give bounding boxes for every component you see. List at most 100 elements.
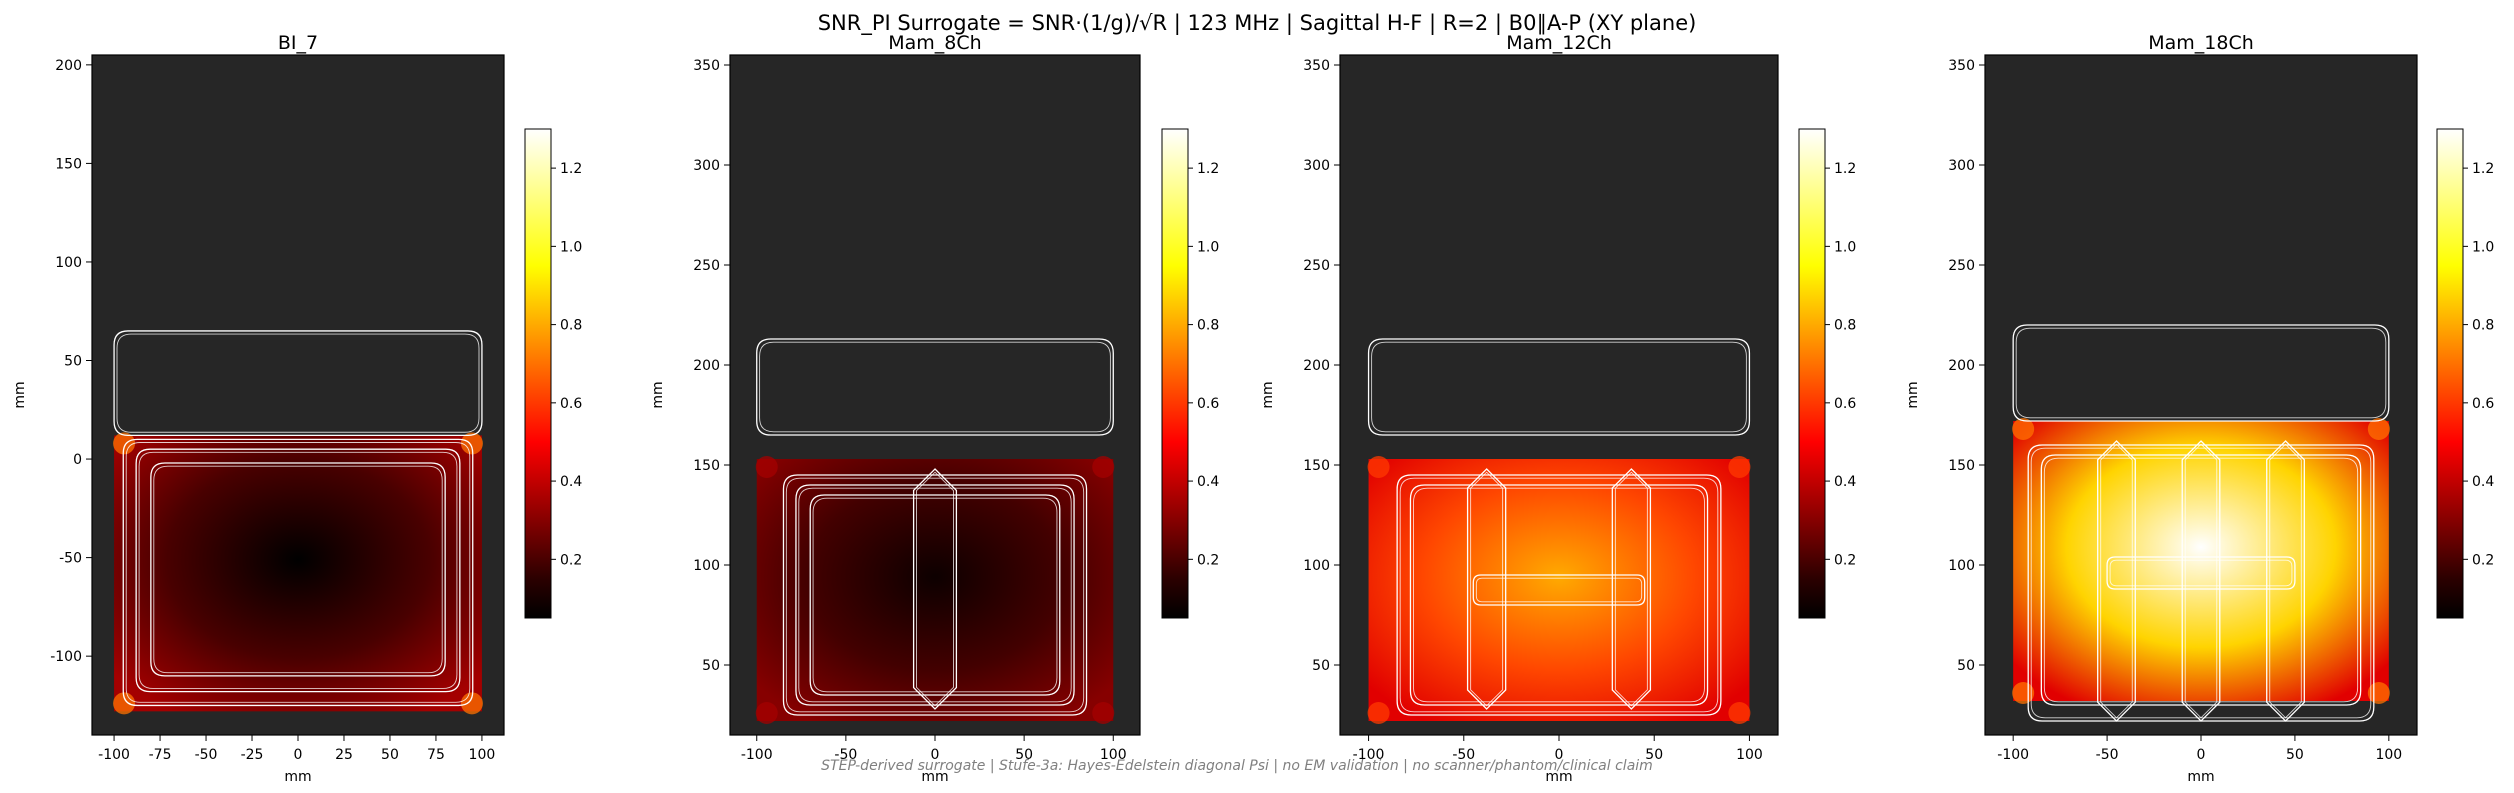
hotspot-0 <box>113 432 136 455</box>
panel-0: -100 -75 -50 -25 0 25 50 75 100 -100 -50 0 50 100 150 2… <box>12 32 582 785</box>
x-tick-label-1: -50 <box>834 747 857 763</box>
y-tick-label-4: 250 <box>1948 258 1975 274</box>
y-tick-label-1: -50 <box>59 551 82 567</box>
coil-outline-4 <box>2181 440 2221 722</box>
y-tick-label-4: 250 <box>693 258 720 274</box>
hotspot-2 <box>755 702 778 724</box>
colorbar-tick-label-0: 0.2 <box>1197 552 1219 568</box>
colorbar-tick-label-2: 0.6 <box>2472 396 2494 412</box>
y-axis-label: mm <box>650 381 666 408</box>
x-tick-label-4: 100 <box>2375 747 2402 763</box>
y-tick-label-2: 0 <box>73 452 82 468</box>
colorbar-tick-label-3: 0.8 <box>1834 318 1856 334</box>
coil-outline-4 <box>912 468 958 710</box>
colorbar-tick-label-5: 1.2 <box>2472 161 2494 177</box>
panel-3: -100 -50 0 50 100 50 100 150 200 250 300 350 Mam_18C… <box>1905 32 2494 785</box>
coil-outline-2 <box>135 448 461 693</box>
hotspot-3 <box>1728 702 1751 724</box>
coil-outline-5 <box>2266 440 2305 722</box>
x-tick-label-3: 50 <box>2286 747 2304 763</box>
y-tick-label-3: 50 <box>64 354 82 370</box>
hotspot-0 <box>2012 418 2035 440</box>
x-tick-label-1: -50 <box>2096 747 2119 763</box>
hotspot-1 <box>460 432 483 455</box>
y-tick-label-3: 200 <box>693 358 720 374</box>
x-tick-label-6: 50 <box>381 747 399 763</box>
panel-title: Mam_8Ch <box>888 32 981 54</box>
y-tick-label-6: 350 <box>1303 58 1330 74</box>
y-tick-label-6: 350 <box>1948 58 1975 74</box>
x-tick-label-2: 0 <box>2197 747 2206 763</box>
colorbar-tick-label-2: 0.6 <box>1197 396 1219 412</box>
coil-outline-0 <box>113 330 483 437</box>
snr-heatmap <box>114 435 482 712</box>
hotspot-3 <box>460 692 483 715</box>
coil-outline-inner-3 <box>153 465 443 674</box>
y-tick-label-5: 150 <box>55 156 82 172</box>
x-tick-label-3: 50 <box>1015 747 1033 763</box>
x-tick-label-4: 0 <box>294 747 303 763</box>
snr-heatmap <box>1368 459 1750 721</box>
coil-outline-inner-1 <box>1399 477 1719 713</box>
coil-outline-inner-3 <box>2100 443 2133 719</box>
y-tick-label-6: 350 <box>693 58 720 74</box>
coil-outline-inner-4 <box>2184 443 2218 719</box>
x-tick-label-3: 50 <box>1645 747 1663 763</box>
hotspot-0 <box>755 456 778 478</box>
coil-outline-inner-1 <box>125 442 471 703</box>
coil-outline-1 <box>122 438 474 707</box>
figure-title: SNR_PI Surrogate = SNR·(1/g)/√R | 123 MH… <box>818 11 1697 36</box>
colorbar-tick-label-1: 0.4 <box>1834 474 1856 490</box>
coil-outline-0 <box>756 338 1114 436</box>
x-axis-label: mm <box>284 769 311 785</box>
coil-outline-2 <box>795 484 1075 706</box>
colorbar <box>2436 128 2464 619</box>
x-tick-label-1: -75 <box>149 747 172 763</box>
coil-outline-1 <box>2027 444 2375 722</box>
y-tick-label-1: 100 <box>1303 558 1330 574</box>
y-tick-label-0: 50 <box>1957 658 1975 674</box>
x-tick-label-0: -100 <box>741 747 773 763</box>
panel-title: BI_7 <box>278 32 318 54</box>
y-tick-label-5: 300 <box>1948 158 1975 174</box>
coil-outline-inner-2 <box>1413 487 1705 703</box>
hotspot-1 <box>1728 456 1751 478</box>
hotspot-1 <box>2367 418 2390 440</box>
coil-outline-3 <box>150 462 446 677</box>
y-tick-label-4: 100 <box>55 255 82 271</box>
y-tick-label-0: -100 <box>50 649 82 665</box>
coil-outline-0 <box>2012 324 2390 422</box>
y-tick-label-4: 250 <box>1303 258 1330 274</box>
colorbar-tick-label-5: 1.2 <box>1197 161 1219 177</box>
x-tick-label-2: 0 <box>1555 747 1564 763</box>
colorbar-tick-label-5: 1.2 <box>1834 161 1856 177</box>
coil-outline-inner-4 <box>1614 471 1648 707</box>
coil-outline-inner-4 <box>916 471 954 707</box>
coil-outline-inner-6 <box>2109 559 2293 587</box>
coil-outline-inner-3 <box>812 497 1058 693</box>
colorbar-tick-label-4: 1.0 <box>560 239 582 255</box>
coil-outline-6 <box>2106 556 2296 590</box>
figure-footnote: STEP-derived surrogate | Stufe-3a: Hayes… <box>821 758 1653 774</box>
colorbar-tick-label-1: 0.4 <box>560 474 582 490</box>
x-tick-label-1: -50 <box>1452 747 1475 763</box>
panel-title: Mam_12Ch <box>1506 32 1612 54</box>
coil-outline-inner-1 <box>785 477 1085 713</box>
coil-outline-inner-0 <box>116 333 480 433</box>
coil-outline-inner-3 <box>1470 471 1504 707</box>
colorbar <box>524 128 552 619</box>
panel-1: -100 -50 0 50 100 50 100 150 200 250 300 350 Mam_8Ch… <box>650 32 1219 785</box>
y-tick-label-0: 50 <box>702 658 720 674</box>
colorbar-tick-label-3: 0.8 <box>1197 318 1219 334</box>
x-tick-label-2: -50 <box>195 747 218 763</box>
colorbar-tick-label-1: 0.4 <box>1197 474 1219 490</box>
x-tick-label-5: 25 <box>335 747 353 763</box>
y-tick-label-6: 200 <box>55 58 82 74</box>
coil-outline-inner-0 <box>1371 341 1747 433</box>
x-tick-label-7: 75 <box>427 747 445 763</box>
colorbar-tick-label-4: 1.0 <box>2472 239 2494 255</box>
coil-outline-inner-0 <box>2015 327 2387 419</box>
colorbar <box>1161 128 1189 619</box>
coil-outline-inner-5 <box>1475 577 1643 603</box>
